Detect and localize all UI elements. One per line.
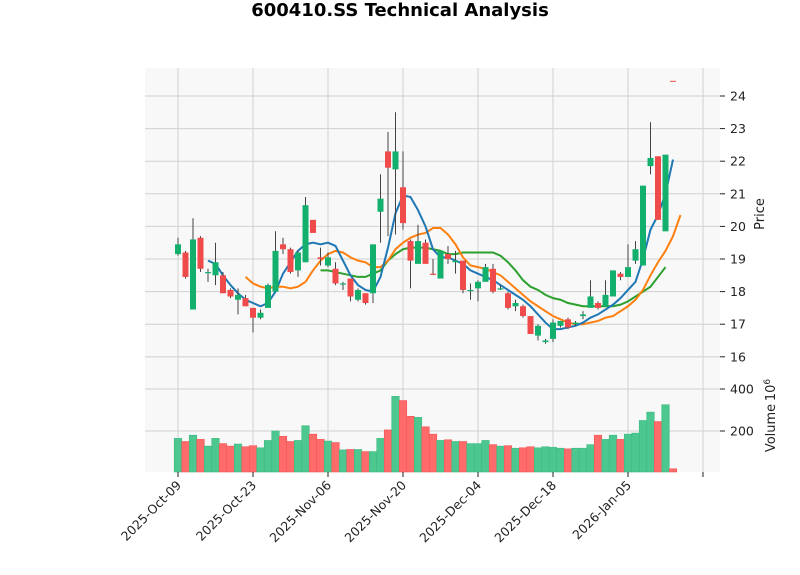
svg-text:2025-Nov-20: 2025-Nov-20 bbox=[341, 477, 409, 545]
date-axis: 2025-Oct-09 2025-Oct-23 2025-Nov-06 2025-No… bbox=[118, 472, 704, 545]
volume-axis: 200 400 bbox=[720, 382, 754, 439]
price-axis-label: Price bbox=[753, 198, 768, 230]
svg-text:16: 16 bbox=[730, 349, 746, 364]
price-axis: 16 17 18 19 20 21 22 23 24 bbox=[720, 89, 746, 364]
volume-bars bbox=[173, 396, 678, 473]
svg-text:2025-Oct-23: 2025-Oct-23 bbox=[193, 478, 259, 544]
svg-text:2026-Jan-05: 2026-Jan-05 bbox=[569, 478, 634, 543]
volume-axis-label: Volume bbox=[764, 404, 779, 452]
candles bbox=[175, 80, 676, 344]
svg-text:24: 24 bbox=[730, 89, 746, 104]
svg-text:400: 400 bbox=[730, 382, 754, 397]
svg-text:23: 23 bbox=[730, 121, 746, 136]
svg-text:200: 200 bbox=[730, 424, 754, 439]
svg-text:19: 19 bbox=[730, 252, 746, 267]
svg-text:2025-Dec-18: 2025-Dec-18 bbox=[491, 477, 559, 545]
svg-text:2025-Nov-06: 2025-Nov-06 bbox=[266, 477, 334, 545]
svg-text:2025-Oct-09: 2025-Oct-09 bbox=[118, 477, 184, 543]
svg-text:21: 21 bbox=[730, 186, 746, 201]
price-panel-background bbox=[145, 68, 720, 357]
svg-text:22: 22 bbox=[730, 154, 746, 169]
grid-lines bbox=[145, 68, 720, 472]
svg-text:20: 20 bbox=[730, 219, 746, 234]
chart-title: 600410.SS Technical Analysis bbox=[251, 0, 549, 21]
svg-text:2025-Dec-04: 2025-Dec-04 bbox=[416, 477, 484, 545]
svg-text:17: 17 bbox=[730, 317, 746, 332]
svg-text:18: 18 bbox=[730, 284, 746, 299]
volume-axis-exponent: 106 bbox=[763, 379, 779, 402]
